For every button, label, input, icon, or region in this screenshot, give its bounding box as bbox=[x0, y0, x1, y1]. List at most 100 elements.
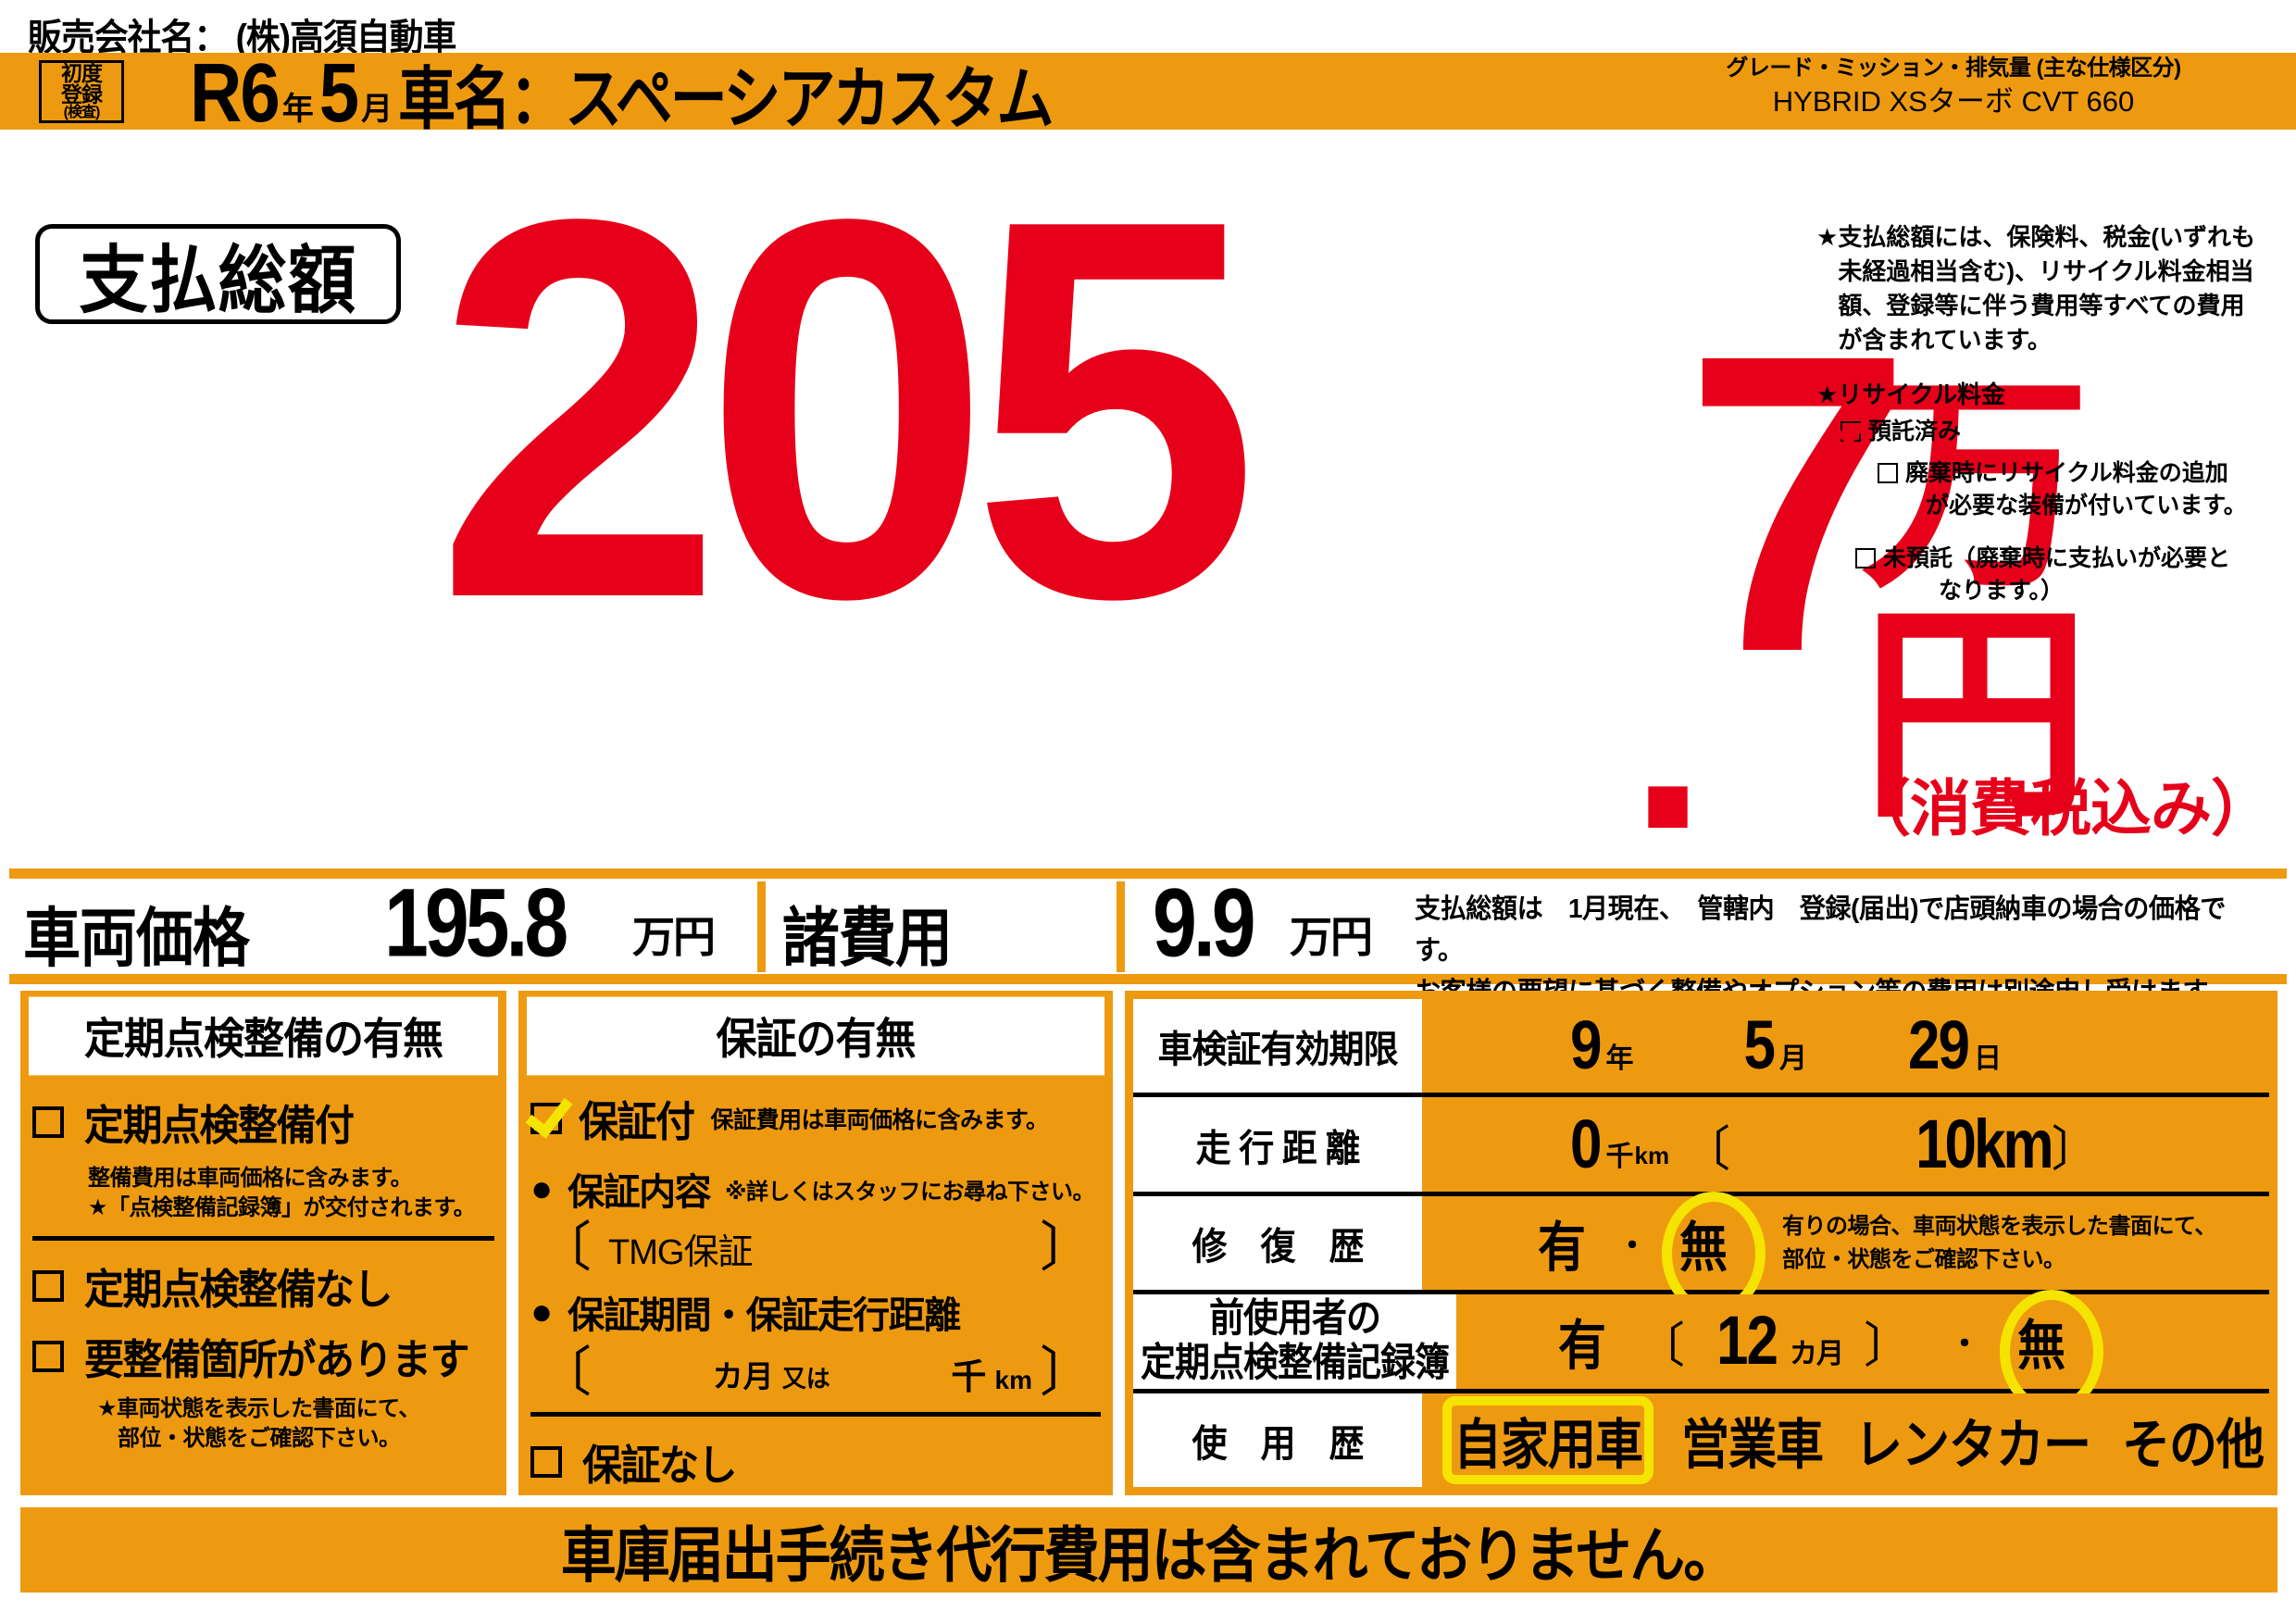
grade-label: グレード・ミッション・排気量 (主な仕様区分) bbox=[1726, 56, 2181, 81]
bottom-banner: 車庫届出手続き代行費用は含まれておりません。 bbox=[20, 1507, 2277, 1593]
table-row-inspection-expiry: 車検証有効期限 9 年 5 月 29 日 bbox=[1133, 999, 2269, 1098]
recycle-extra-equipment-line-1: 廃棄時にリサイクル料金の追加 bbox=[1905, 459, 2228, 486]
fees-unit: 万円 bbox=[1290, 913, 1373, 961]
usage-history-option-commercial[interactable]: 営業車 bbox=[1681, 1416, 1824, 1476]
recycle-extra-equipment-option[interactable]: 廃棄時にリサイクル料金の追加 が必要な装備が付いています。 bbox=[1878, 457, 2289, 522]
inspection-needs-repair-note-line-1: ★車両状態を表示した書面にて、 bbox=[97, 1396, 420, 1422]
table-row-usage-history: 使 用 歴 自家用車 営業車 レンタカー その他 bbox=[1133, 1393, 2269, 1488]
repair-history-separator: ・ bbox=[1616, 1229, 1649, 1265]
inspection-option-with-note: 整備費用は車両価格に含みます。 ★「点検整備記録簿」が交付されます。 bbox=[88, 1164, 494, 1223]
table-row-value: 有 ・ 無 有りの場合、車両状態を表示した書面にて、 部位・状態をご確認下さい。 bbox=[1422, 1191, 2269, 1316]
spec-table: 車検証有効期限 9 年 5 月 29 日 走 行 距 離 0 千 bbox=[1133, 999, 2269, 1488]
inspection-option-needs-repair-note: ★車両状態を表示した書面にて、 部位・状態をご確認下さい。 bbox=[97, 1394, 494, 1454]
warranty-content-heading: ● 保証内容 ※詳しくはスタッフにお尋ね下さい。 bbox=[530, 1162, 1101, 1216]
warranty-content-field[interactable]: 〔 TMG保証 〕 bbox=[530, 1218, 1101, 1279]
warranty-option-with[interactable]: 保証付 保証費用は車両価格に含みます。 bbox=[530, 1090, 1101, 1147]
warranty-option-none-label: 保証なし bbox=[582, 1443, 738, 1490]
inspection-option-with-label: 定期点検整備付 bbox=[84, 1103, 355, 1150]
recycle-not-deposited-line-1: 未預託（廃棄時に支払いが必要と bbox=[1883, 544, 2231, 571]
bracket-close-icon-2: 〕 bbox=[1039, 1343, 1093, 1404]
inspection-expiry-month: 5 bbox=[1743, 1007, 1776, 1085]
mileage-thousand-km-value: 0 bbox=[1570, 1106, 1603, 1183]
note-inclusions-line-4: が含まれています。 bbox=[1838, 325, 2052, 354]
inspection-option-with-note-line-2: ★「点検整備記録簿」が交付されます。 bbox=[88, 1195, 476, 1221]
checkbox-icon-2[interactable] bbox=[32, 1270, 64, 1303]
previous-owner-record-yes[interactable]: 有 bbox=[1558, 1317, 1606, 1378]
warranty-period-months: カ月 又は bbox=[592, 1352, 951, 1396]
bracket-open-icon: 〔 bbox=[538, 1218, 593, 1279]
previous-owner-record-no: 無 bbox=[2017, 1317, 2065, 1378]
recycle-deposited-label: 預託済み bbox=[1868, 418, 1962, 444]
warranty-period-km-unit-2: km bbox=[994, 1366, 1032, 1394]
checkbox-checked-icon[interactable] bbox=[1841, 420, 1861, 442]
checkbox-icon[interactable] bbox=[530, 1446, 562, 1478]
previous-owner-record-label-line-2: 定期点検整備記録簿 bbox=[1141, 1341, 1450, 1385]
repair-history-no: 無 bbox=[1679, 1218, 1728, 1280]
usage-history-option-rental[interactable]: レンタカー bbox=[1854, 1416, 2091, 1476]
inspection-expiry-label: 車検証有効期限 bbox=[1157, 1030, 1398, 1071]
inspection-option-needs-repair[interactable]: 要整備箇所があります bbox=[32, 1328, 494, 1385]
star-icon: ★ bbox=[1816, 223, 1839, 251]
summary-rule-bottom bbox=[9, 974, 2287, 984]
note-inclusions-line-2: 未経過相当含む)、リサイクル料金相当 bbox=[1838, 256, 2254, 285]
recycle-deposited-option[interactable]: 預託済み bbox=[1841, 416, 2289, 448]
note-inclusions: ★ 支払総額には、保険料、税金(いずれも 未経過相当含む)、リサイクル料金相当 … bbox=[1816, 220, 2289, 357]
total-amount-decimal-point: . bbox=[1629, 576, 1707, 887]
note-inclusions-text: 支払総額には、保険料、税金(いずれも 未経過相当含む)、リサイクル料金相当 額、… bbox=[1838, 220, 2289, 357]
recycle-not-deposited-option[interactable]: 未預託（廃棄時に支払いが必要と なります。） bbox=[1855, 543, 2289, 607]
inspection-panel-title: 定期点検整備の有無 bbox=[29, 996, 498, 1076]
summary-rule-top bbox=[9, 868, 2287, 879]
warranty-period-field[interactable]: 〔 カ月 又は 千 km 〕 bbox=[530, 1343, 1101, 1404]
total-amount-badge-label: 支払総額 bbox=[79, 238, 357, 322]
total-amount-decimal: 7 bbox=[1685, 267, 1912, 741]
bracket-close-icon: 〕 bbox=[1864, 1320, 1913, 1374]
recycle-not-deposited-label: 未預託（廃棄時に支払いが必要と なります。） bbox=[1883, 543, 2230, 607]
table-row-label: 車検証有効期限 bbox=[1133, 999, 1422, 1093]
warranty-content-value: TMG保証 bbox=[608, 1233, 753, 1272]
checkbox-icon[interactable] bbox=[1878, 462, 1898, 483]
warranty-panel-title: 保証の有無 bbox=[527, 996, 1104, 1076]
warranty-period-km: 千 km bbox=[951, 1348, 1040, 1399]
usage-history-label: 使 用 歴 bbox=[1192, 1423, 1364, 1466]
recycle-extra-equipment-label: 廃棄時にリサイクル料金の追加 が必要な装備が付いています。 bbox=[1905, 457, 2247, 522]
grade-block: グレード・ミッション・排気量 (主な仕様区分) HYBRID XSターボ CVT… bbox=[1629, 56, 2277, 118]
total-amount-notes: ★ 支払総額には、保険料、税金(いずれも 未経過相当含む)、リサイクル料金相当 … bbox=[1816, 220, 2289, 607]
bullet-icon-2: ● bbox=[530, 1292, 554, 1332]
inspection-expiry-year-unit: 年 bbox=[1605, 1043, 1633, 1074]
table-row-value: 自家用車 営業車 レンタカー その他 bbox=[1422, 1393, 2269, 1488]
bracket-close-icon: 〕 bbox=[2051, 1123, 2100, 1177]
inspection-option-without[interactable]: 定期点検整備なし bbox=[32, 1257, 494, 1315]
usage-history-option-private: 自家用車 bbox=[1454, 1416, 1643, 1476]
previous-owner-record-separator: ・ bbox=[1949, 1327, 1981, 1363]
recycle-fee-heading-text: リサイクル料金 bbox=[1838, 380, 2006, 408]
mileage-label: 走 行 距 離 bbox=[1195, 1128, 1361, 1170]
registration-year-value: R6 bbox=[190, 44, 281, 140]
repair-history-yes[interactable]: 有 bbox=[1538, 1218, 1586, 1280]
inspection-option-with[interactable]: 定期点検整備付 bbox=[32, 1093, 494, 1151]
bracket-open-icon: 〔 bbox=[1682, 1123, 1731, 1177]
previous-owner-record-no-selected[interactable]: 無 bbox=[1999, 1289, 2103, 1414]
warranty-period-km-unit-1: 千 bbox=[951, 1358, 987, 1397]
warranty-content-hint: ※詳しくはスタッフにお尋ね下さい。 bbox=[725, 1179, 1095, 1205]
fees-value: 9.9 bbox=[1153, 868, 1256, 978]
checkbox-icon[interactable] bbox=[32, 1106, 64, 1138]
registration-year-unit: 年 bbox=[281, 91, 314, 127]
previous-owner-record-label: 前使用者の 定期点検整備記録簿 bbox=[1141, 1297, 1450, 1385]
first-registration-box: 初度 登録 (検査) bbox=[39, 60, 124, 123]
table-row-repair-history: 修 復 歴 有 ・ 無 有りの場合、車両状態を表示した書面にて、 部位・状態をご… bbox=[1133, 1191, 2269, 1316]
inspection-panel: 定期点検整備の有無 定期点検整備付 整備費用は車両価格に含みます。 ★「点検整備… bbox=[20, 991, 506, 1495]
usage-history-option-other[interactable]: その他 bbox=[2122, 1416, 2265, 1476]
note-inclusions-line-3: 額、登録等に伴う費用等すべての費用 bbox=[1838, 291, 2245, 319]
bottom-banner-text: 車庫届出手続き代行費用は含まれておりません。 bbox=[560, 1521, 1740, 1589]
checkbox-icon-3[interactable] bbox=[32, 1341, 64, 1373]
usage-history-option-private-selected[interactable]: 自家用車 bbox=[1441, 1395, 1654, 1484]
checkbox-icon-2[interactable] bbox=[1855, 547, 1876, 568]
checkbox-checked-icon[interactable] bbox=[530, 1103, 562, 1134]
table-row-value: 9 年 5 月 29 日 bbox=[1422, 999, 2269, 1093]
warranty-option-none[interactable]: 保証なし bbox=[530, 1433, 1101, 1491]
repair-history-no-selected[interactable]: 無 bbox=[1661, 1191, 1766, 1316]
registration-month-value: 5 bbox=[318, 44, 359, 140]
star-icon-2: ★ bbox=[1816, 380, 1839, 408]
warranty-period-months-unit: カ月 bbox=[712, 1358, 774, 1393]
